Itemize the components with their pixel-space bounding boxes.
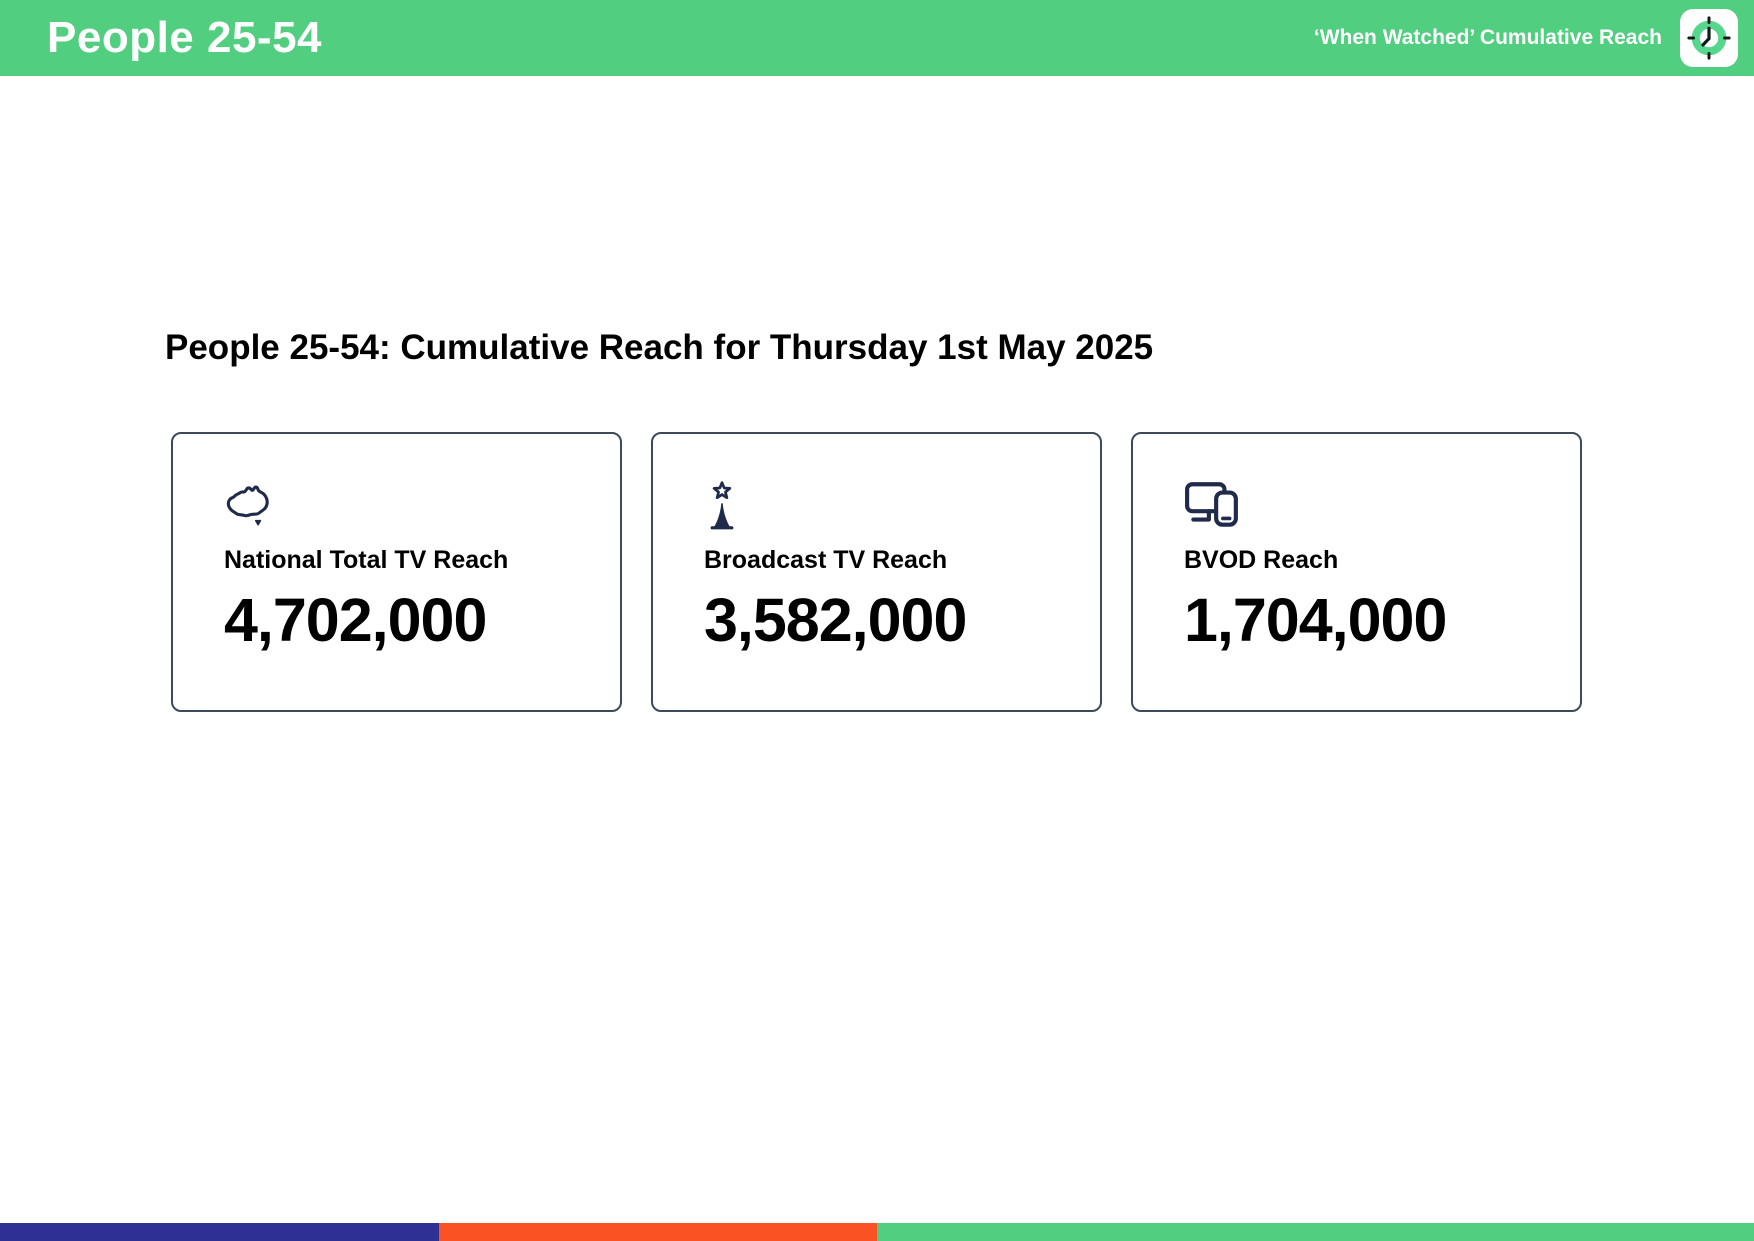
- footer-color-bar: [0, 1223, 1754, 1241]
- card-label: BVOD Reach: [1184, 546, 1339, 574]
- devices-icon: [1184, 480, 1560, 532]
- australia-map-icon: [224, 480, 600, 532]
- card-broadcast-tv-reach: Broadcast TV Reach 3,582,000: [651, 432, 1102, 712]
- card-label: Broadcast TV Reach: [704, 546, 948, 574]
- footer-segment-indigo: [0, 1223, 439, 1241]
- header-bar: People 25-54 ‘When Watched’ Cumulative R…: [0, 0, 1754, 76]
- card-label: National Total TV Reach: [224, 546, 509, 574]
- footer-segment-green: [877, 1223, 1754, 1241]
- kpi-cards: National Total TV Reach 4,702,000 Broadc…: [171, 432, 1582, 712]
- card-value: 3,582,000: [704, 586, 967, 654]
- page-title: People 25-54: [47, 13, 323, 62]
- card-value: 4,702,000: [224, 586, 487, 654]
- card-national-total-tv-reach: National Total TV Reach 4,702,000: [171, 432, 622, 712]
- card-bvod-reach: BVOD Reach 1,704,000: [1131, 432, 1582, 712]
- header-right-group: ‘When Watched’ Cumulative Reach: [1314, 9, 1738, 67]
- clock-app-icon: [1680, 9, 1738, 67]
- section-heading: People 25-54: Cumulative Reach for Thurs…: [165, 328, 1154, 367]
- footer-segment-orange: [438, 1223, 877, 1241]
- clock-icon: [1687, 16, 1731, 60]
- broadcast-tower-icon: [704, 480, 1080, 532]
- card-value: 1,704,000: [1184, 586, 1447, 654]
- header-subtitle: ‘When Watched’ Cumulative Reach: [1313, 26, 1662, 49]
